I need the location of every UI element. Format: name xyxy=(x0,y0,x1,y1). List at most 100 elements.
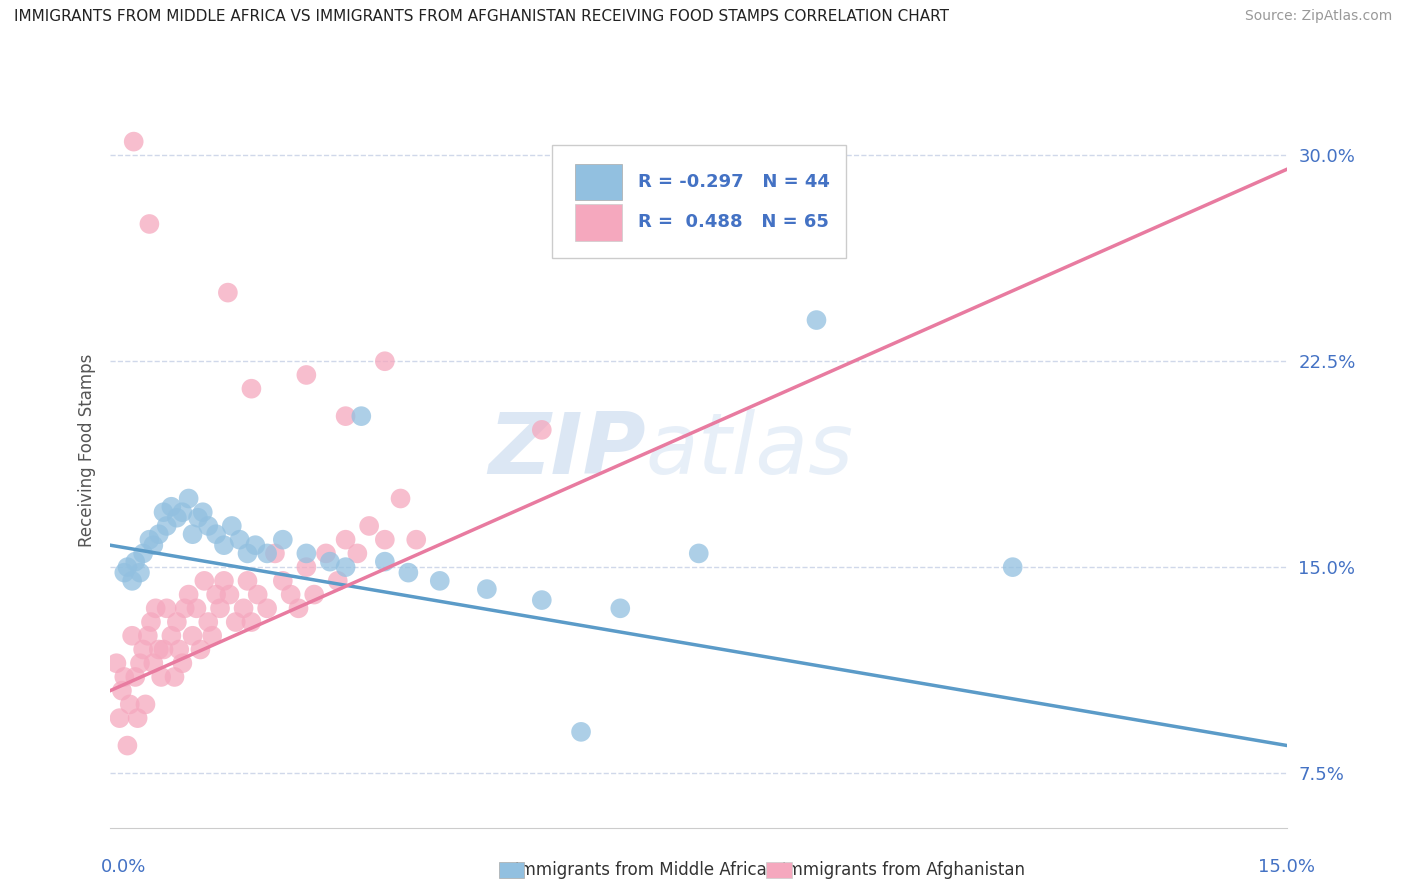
Point xyxy=(205,588,228,602)
Point xyxy=(108,711,131,725)
Point xyxy=(201,629,224,643)
Point xyxy=(142,657,165,671)
Text: Immigrants from Afghanistan: Immigrants from Afghanistan xyxy=(766,861,1025,879)
Point xyxy=(271,574,294,588)
Text: Immigrants from Middle Africa: Immigrants from Middle Africa xyxy=(499,861,766,879)
Y-axis label: Receiving Food Stamps: Receiving Food Stamps xyxy=(79,354,96,547)
Point xyxy=(295,368,318,382)
Point xyxy=(429,574,451,588)
Point xyxy=(156,519,179,533)
Point xyxy=(112,566,135,580)
Point xyxy=(177,491,200,506)
Point xyxy=(335,409,357,424)
Point xyxy=(152,505,174,519)
Point xyxy=(105,657,128,671)
Point xyxy=(212,538,235,552)
Text: R =  0.488   N = 65: R = 0.488 N = 65 xyxy=(637,213,828,231)
Point xyxy=(212,574,235,588)
Point xyxy=(295,560,318,574)
Point xyxy=(374,555,396,569)
Point xyxy=(139,615,162,629)
Point xyxy=(112,670,135,684)
Point xyxy=(132,642,155,657)
Point xyxy=(240,615,263,629)
Point xyxy=(138,533,160,547)
Point xyxy=(129,657,152,671)
Point xyxy=(197,615,219,629)
Point xyxy=(187,510,209,524)
Point xyxy=(1159,856,1181,871)
Point xyxy=(326,574,349,588)
Point xyxy=(405,533,427,547)
Point xyxy=(1001,560,1024,574)
Point xyxy=(181,527,204,541)
Point xyxy=(150,670,173,684)
Point xyxy=(236,574,259,588)
Point xyxy=(1237,848,1260,863)
Point xyxy=(315,546,337,560)
Point xyxy=(122,135,145,149)
Point xyxy=(121,574,143,588)
Point xyxy=(302,588,325,602)
Point xyxy=(124,555,146,569)
Point xyxy=(148,642,170,657)
Point xyxy=(186,601,208,615)
Text: IMMIGRANTS FROM MIDDLE AFRICA VS IMMIGRANTS FROM AFGHANISTAN RECEIVING FOOD STAM: IMMIGRANTS FROM MIDDLE AFRICA VS IMMIGRA… xyxy=(14,9,949,24)
Point xyxy=(111,683,134,698)
Point xyxy=(256,546,278,560)
Point xyxy=(280,588,302,602)
Point xyxy=(287,601,309,615)
Point xyxy=(142,538,165,552)
Point xyxy=(191,505,214,519)
Point xyxy=(246,588,269,602)
Point xyxy=(271,533,294,547)
Point xyxy=(569,724,592,739)
Point xyxy=(145,601,167,615)
Text: 0.0%: 0.0% xyxy=(101,858,146,876)
Text: 15.0%: 15.0% xyxy=(1257,858,1315,876)
Point xyxy=(962,848,984,863)
FancyBboxPatch shape xyxy=(551,145,846,258)
Point xyxy=(117,739,139,753)
Point xyxy=(346,546,368,560)
Text: R = -0.297   N = 44: R = -0.297 N = 44 xyxy=(637,173,830,191)
Point xyxy=(138,217,160,231)
Point xyxy=(221,519,243,533)
Point xyxy=(217,285,239,300)
FancyBboxPatch shape xyxy=(575,163,623,200)
Point xyxy=(350,409,373,424)
Point xyxy=(127,711,149,725)
Point xyxy=(167,642,190,657)
Point xyxy=(319,555,342,569)
Point xyxy=(374,533,396,547)
Point xyxy=(190,642,212,657)
Point xyxy=(205,527,228,541)
Point xyxy=(335,533,357,547)
Point xyxy=(160,500,183,514)
Point xyxy=(160,629,183,643)
Point xyxy=(193,574,215,588)
Point xyxy=(166,615,188,629)
Point xyxy=(688,546,710,560)
Point xyxy=(236,546,259,560)
Point xyxy=(374,354,396,368)
Point xyxy=(197,519,219,533)
Point xyxy=(225,615,247,629)
Point xyxy=(152,642,174,657)
Point xyxy=(166,510,188,524)
Point xyxy=(208,601,231,615)
Text: ZIP: ZIP xyxy=(488,409,645,492)
Point xyxy=(295,546,318,560)
Point xyxy=(136,629,159,643)
Point xyxy=(240,382,263,396)
Point xyxy=(121,629,143,643)
Point xyxy=(232,601,254,615)
Point xyxy=(530,423,553,437)
Point xyxy=(396,566,419,580)
Point xyxy=(129,566,152,580)
Text: atlas: atlas xyxy=(645,409,853,492)
Point xyxy=(118,698,141,712)
Point xyxy=(264,546,287,560)
Point xyxy=(124,670,146,684)
Point xyxy=(134,698,156,712)
